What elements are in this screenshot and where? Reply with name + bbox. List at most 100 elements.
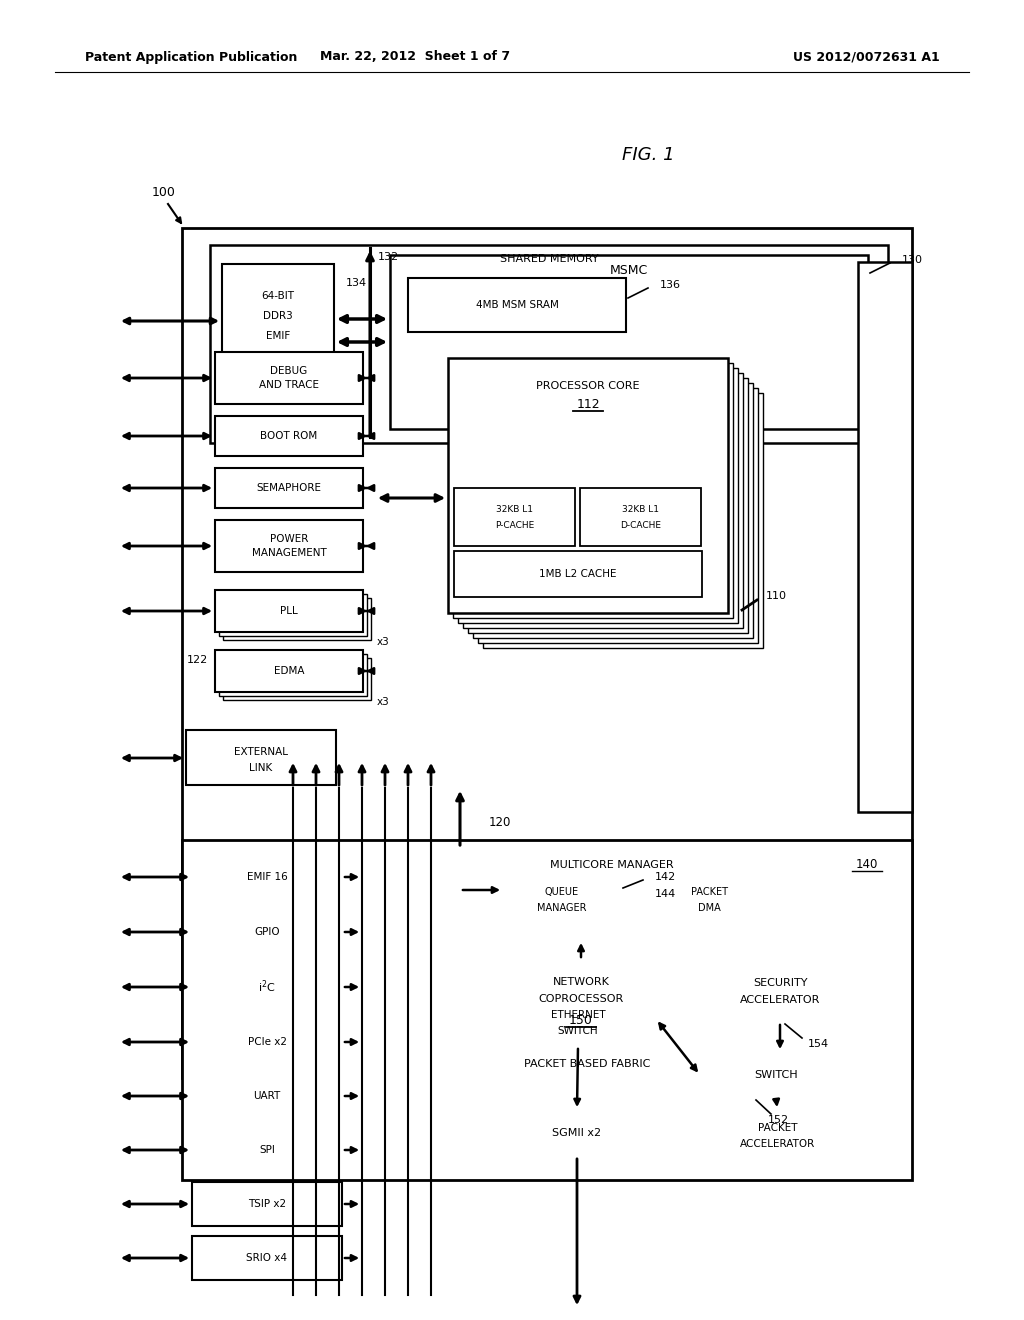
Text: PACKET: PACKET <box>758 1123 798 1133</box>
Bar <box>182 228 912 1078</box>
Bar <box>193 1020 342 1064</box>
Bar <box>193 1236 342 1280</box>
Bar <box>449 358 728 612</box>
Text: 150: 150 <box>569 1014 593 1027</box>
Bar <box>454 550 702 597</box>
Text: SGMII x2: SGMII x2 <box>552 1129 601 1138</box>
Text: DDR3: DDR3 <box>263 312 293 321</box>
Text: PACKET BASED FABRIC: PACKET BASED FABRIC <box>524 1059 650 1069</box>
Bar <box>222 264 334 379</box>
Bar <box>700 1052 852 1098</box>
Text: ACCELERATOR: ACCELERATOR <box>739 995 820 1005</box>
Text: EXTERNAL: EXTERNAL <box>234 747 288 756</box>
Text: 136: 136 <box>660 280 681 290</box>
Text: 32KB L1: 32KB L1 <box>496 506 534 515</box>
Bar <box>215 416 362 455</box>
Text: SEMAPHORE: SEMAPHORE <box>256 483 322 492</box>
Text: 144: 144 <box>655 888 676 899</box>
Text: EMIF 16: EMIF 16 <box>247 873 288 882</box>
Bar <box>492 960 670 1055</box>
Text: 100: 100 <box>152 186 176 198</box>
Text: D-CACHE: D-CACHE <box>620 521 662 531</box>
Text: MANAGER: MANAGER <box>538 903 587 913</box>
Bar <box>660 873 758 927</box>
Text: SWITCH: SWITCH <box>755 1071 798 1080</box>
Text: PROCESSOR CORE: PROCESSOR CORE <box>537 381 640 391</box>
Bar <box>223 657 371 700</box>
Text: 120: 120 <box>488 817 511 829</box>
Text: 152: 152 <box>767 1115 788 1125</box>
Bar <box>500 993 656 1045</box>
Text: 132: 132 <box>378 252 399 261</box>
Text: x3: x3 <box>377 697 390 708</box>
Text: QUEUE: QUEUE <box>545 887 579 898</box>
Bar <box>193 855 342 899</box>
Text: 1MB L2 CACHE: 1MB L2 CACHE <box>540 569 616 579</box>
Bar <box>223 598 371 640</box>
Text: PLL: PLL <box>281 606 298 616</box>
Bar <box>483 393 763 648</box>
Text: EDMA: EDMA <box>273 667 304 676</box>
Text: 134: 134 <box>346 279 368 288</box>
Text: MULTICORE MANAGER: MULTICORE MANAGER <box>550 861 674 870</box>
Text: x3: x3 <box>377 638 390 647</box>
Bar <box>193 1181 342 1226</box>
Bar <box>858 261 912 812</box>
Text: SPI: SPI <box>259 1144 274 1155</box>
Text: DEBUG: DEBUG <box>270 367 307 376</box>
Text: SECURITY: SECURITY <box>753 978 807 987</box>
Bar <box>193 1129 342 1172</box>
Text: 32KB L1: 32KB L1 <box>622 506 659 515</box>
Bar <box>463 374 743 628</box>
Bar <box>210 246 888 444</box>
Bar <box>503 873 621 927</box>
Text: PACKET: PACKET <box>690 887 727 898</box>
Text: ETHERNET: ETHERNET <box>551 1010 605 1020</box>
Bar <box>458 368 738 623</box>
Bar <box>408 279 626 333</box>
Bar <box>700 1110 855 1158</box>
Text: MANAGEMENT: MANAGEMENT <box>252 548 327 557</box>
Text: FIG. 1: FIG. 1 <box>622 147 675 164</box>
Bar <box>473 383 753 638</box>
Text: GPIO: GPIO <box>254 927 280 937</box>
Text: EMIF: EMIF <box>266 331 290 341</box>
Text: 140: 140 <box>856 858 879 871</box>
Text: Mar. 22, 2012  Sheet 1 of 7: Mar. 22, 2012 Sheet 1 of 7 <box>319 50 510 63</box>
Bar <box>695 960 865 1022</box>
Text: TSIP x2: TSIP x2 <box>248 1199 286 1209</box>
Bar <box>215 520 362 572</box>
Text: NETWORK: NETWORK <box>553 977 609 987</box>
Text: i$^2$C: i$^2$C <box>258 978 275 995</box>
Text: BOOT ROM: BOOT ROM <box>260 432 317 441</box>
Bar <box>215 469 362 508</box>
Text: POWER: POWER <box>269 535 308 544</box>
Bar <box>478 388 758 643</box>
Text: SHARED MEMORY: SHARED MEMORY <box>500 253 598 264</box>
Text: 154: 154 <box>808 1039 829 1049</box>
Text: MSMC: MSMC <box>610 264 648 277</box>
Bar <box>453 363 733 618</box>
Bar <box>580 488 701 546</box>
Bar <box>219 653 367 696</box>
Text: ACCELERATOR: ACCELERATOR <box>740 1139 815 1148</box>
Text: SWITCH: SWITCH <box>558 1026 598 1036</box>
Bar <box>215 590 362 632</box>
Text: 4MB MSM SRAM: 4MB MSM SRAM <box>475 300 558 310</box>
Text: AND TRACE: AND TRACE <box>259 380 319 389</box>
Text: UART: UART <box>253 1092 281 1101</box>
Text: COPROCESSOR: COPROCESSOR <box>539 994 624 1005</box>
Text: P-CACHE: P-CACHE <box>495 521 535 531</box>
Bar <box>468 378 748 634</box>
Text: 112: 112 <box>577 397 600 411</box>
Bar <box>219 594 367 636</box>
Bar <box>186 730 336 785</box>
Text: US 2012/0072631 A1: US 2012/0072631 A1 <box>794 50 940 63</box>
Text: SRIO x4: SRIO x4 <box>247 1253 288 1263</box>
Bar <box>215 649 362 692</box>
Bar <box>215 352 362 404</box>
Text: 64-BIT: 64-BIT <box>261 290 295 301</box>
Bar <box>505 1110 649 1156</box>
Text: 110: 110 <box>766 591 787 601</box>
Bar <box>390 255 868 429</box>
